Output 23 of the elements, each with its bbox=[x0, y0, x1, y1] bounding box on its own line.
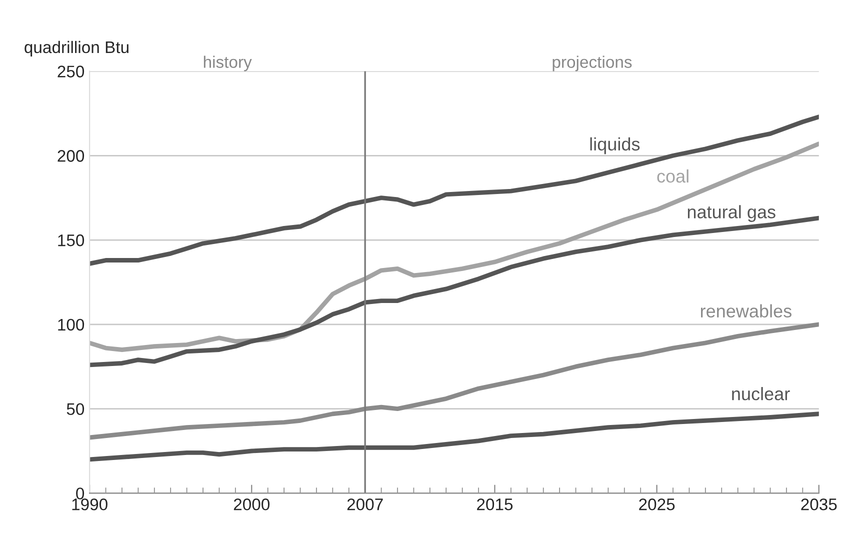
y-tick-label: 0 bbox=[76, 488, 84, 500]
series-label: natural gas bbox=[688, 205, 776, 222]
x-tick-label: 2007 bbox=[347, 498, 383, 510]
line-series bbox=[90, 322, 819, 440]
y-tick-label: 150 bbox=[58, 234, 84, 246]
series-label: coal bbox=[657, 169, 688, 183]
series-label: liquids bbox=[590, 137, 640, 154]
y-axis-title: quadrillion Btu bbox=[24, 40, 128, 56]
x-tick-label: 1990 bbox=[72, 498, 108, 510]
x-tick-label: 2035 bbox=[801, 498, 837, 510]
x-tick-label: 2025 bbox=[639, 498, 675, 510]
y-tick-label: 100 bbox=[58, 318, 84, 331]
series-label: nuclear bbox=[732, 387, 790, 400]
y-tick-label: 250 bbox=[58, 66, 84, 78]
line-series bbox=[90, 412, 819, 462]
x-tick-label: 2000 bbox=[234, 498, 270, 510]
series-label: renewables bbox=[700, 304, 792, 318]
x-tick-label: 2015 bbox=[477, 498, 513, 510]
annotation: projections bbox=[552, 56, 632, 72]
y-tick-label: 50 bbox=[66, 403, 84, 416]
y-tick-label: 200 bbox=[58, 150, 84, 162]
annotation: history bbox=[204, 56, 252, 72]
line-series bbox=[90, 114, 819, 266]
